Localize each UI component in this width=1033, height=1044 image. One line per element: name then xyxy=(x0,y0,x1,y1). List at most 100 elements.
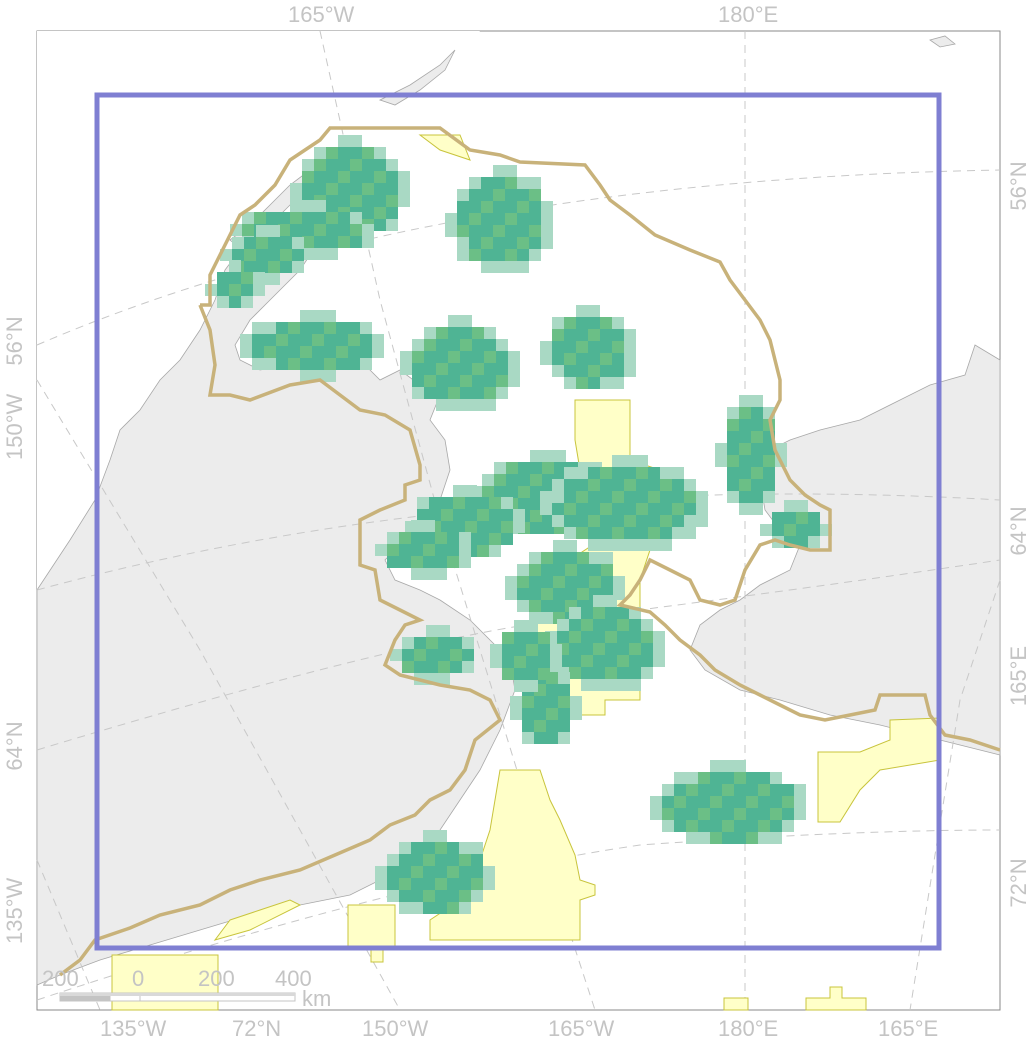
habitat-cell xyxy=(600,539,612,551)
habitat-cell xyxy=(229,260,241,272)
habitat-cell xyxy=(564,503,576,515)
habitat-cell xyxy=(252,322,264,334)
habitat-cell xyxy=(472,387,484,399)
habitat-cell xyxy=(538,668,550,680)
habitat-cell xyxy=(493,165,505,177)
habitat-cell xyxy=(746,796,758,808)
habitat-cell xyxy=(348,322,360,334)
habitat-cell xyxy=(472,351,484,363)
habitat-cell xyxy=(684,515,696,527)
habitat-cell xyxy=(696,503,708,515)
habitat-cell xyxy=(314,224,326,236)
habitat-cell xyxy=(540,491,552,503)
habitat-cell xyxy=(386,207,398,219)
habitat-cell xyxy=(302,224,314,236)
habitat-cell xyxy=(672,527,684,539)
habitat-cell xyxy=(348,334,360,346)
habitat-cell xyxy=(698,808,710,820)
habitat-cell xyxy=(513,521,525,533)
habitat-cell xyxy=(629,619,641,631)
habitat-cell xyxy=(624,527,636,539)
habitat-cell xyxy=(469,249,481,261)
habitat-cell xyxy=(558,684,570,696)
scale-tick-400: 400 xyxy=(275,966,312,991)
habitat-cell xyxy=(412,387,424,399)
habitat-cell xyxy=(552,341,564,353)
habitat-cell xyxy=(684,503,696,515)
habitat-cell xyxy=(362,207,374,219)
habitat-cell xyxy=(372,346,384,358)
habitat-cell xyxy=(672,515,684,527)
habitat-cell xyxy=(739,503,751,515)
habitat-cell xyxy=(460,351,472,363)
habitat-cell xyxy=(600,329,612,341)
habitat-cell xyxy=(457,201,469,213)
left-label-56n: 56°N xyxy=(2,316,27,366)
habitat-cell xyxy=(758,808,770,820)
habitat-cell xyxy=(423,532,435,544)
habitat-cell xyxy=(398,183,410,195)
habitat-cell xyxy=(374,171,386,183)
habitat-cell xyxy=(727,431,739,443)
habitat-cell xyxy=(660,527,672,539)
habitat-cell xyxy=(727,407,739,419)
habitat-cell xyxy=(435,544,447,556)
habitat-cell xyxy=(302,183,314,195)
habitat-cell xyxy=(581,679,593,691)
habitat-cell xyxy=(447,842,459,854)
habitat-cell xyxy=(423,544,435,556)
habitat-cell xyxy=(362,195,374,207)
habitat-cell xyxy=(426,637,438,649)
habitat-cell xyxy=(751,431,763,443)
habitat-cell xyxy=(553,576,565,588)
habitat-cell xyxy=(484,387,496,399)
habitat-cell xyxy=(727,455,739,467)
habitat-cell xyxy=(589,552,601,564)
habitat-cell xyxy=(453,485,465,497)
habitat-cell xyxy=(613,576,625,588)
habitat-cell xyxy=(513,509,525,521)
habitat-cell xyxy=(576,377,588,389)
habitat-cell xyxy=(350,224,362,236)
habitat-cell xyxy=(612,539,624,551)
habitat-cell xyxy=(526,644,538,656)
habitat-cell xyxy=(612,455,624,467)
habitat-cell xyxy=(581,631,593,643)
habitat-cell xyxy=(588,317,600,329)
habitat-cell xyxy=(496,387,508,399)
habitat-cell xyxy=(564,377,576,389)
habitat-cell xyxy=(522,720,534,732)
habitat-cell xyxy=(612,503,624,515)
habitat-cell xyxy=(715,455,727,467)
habitat-cell xyxy=(460,399,472,411)
habitat-cell xyxy=(684,527,696,539)
habitat-cell xyxy=(722,772,734,784)
habitat-cell xyxy=(514,668,526,680)
habitat-cell xyxy=(253,272,265,284)
habitat-cell xyxy=(290,183,302,195)
right-label-56n: 56°N xyxy=(1006,161,1031,211)
habitat-cell xyxy=(576,467,588,479)
habitat-cell xyxy=(546,696,558,708)
habitat-cell xyxy=(564,527,576,539)
habitat-cell xyxy=(241,272,253,284)
habitat-cell xyxy=(482,486,494,498)
habitat-cell xyxy=(300,322,312,334)
habitat-cell xyxy=(624,341,636,353)
habitat-cell xyxy=(481,249,493,261)
habitat-cell xyxy=(326,224,338,236)
habitat-cell xyxy=(529,189,541,201)
habitat-cell xyxy=(288,358,300,370)
study-frame xyxy=(94,92,942,951)
habitat-cell xyxy=(569,631,581,643)
habitat-cell xyxy=(424,351,436,363)
habitat-cell xyxy=(541,237,553,249)
habitat-cell xyxy=(435,902,447,914)
yellow-coast-strip xyxy=(213,899,302,941)
habitat-cell xyxy=(375,866,387,878)
habitat-cell xyxy=(522,732,534,744)
habitat-cell xyxy=(252,334,264,346)
habitat-cell xyxy=(496,363,508,375)
habitat-cell xyxy=(534,720,546,732)
habitat-cell xyxy=(441,497,453,509)
